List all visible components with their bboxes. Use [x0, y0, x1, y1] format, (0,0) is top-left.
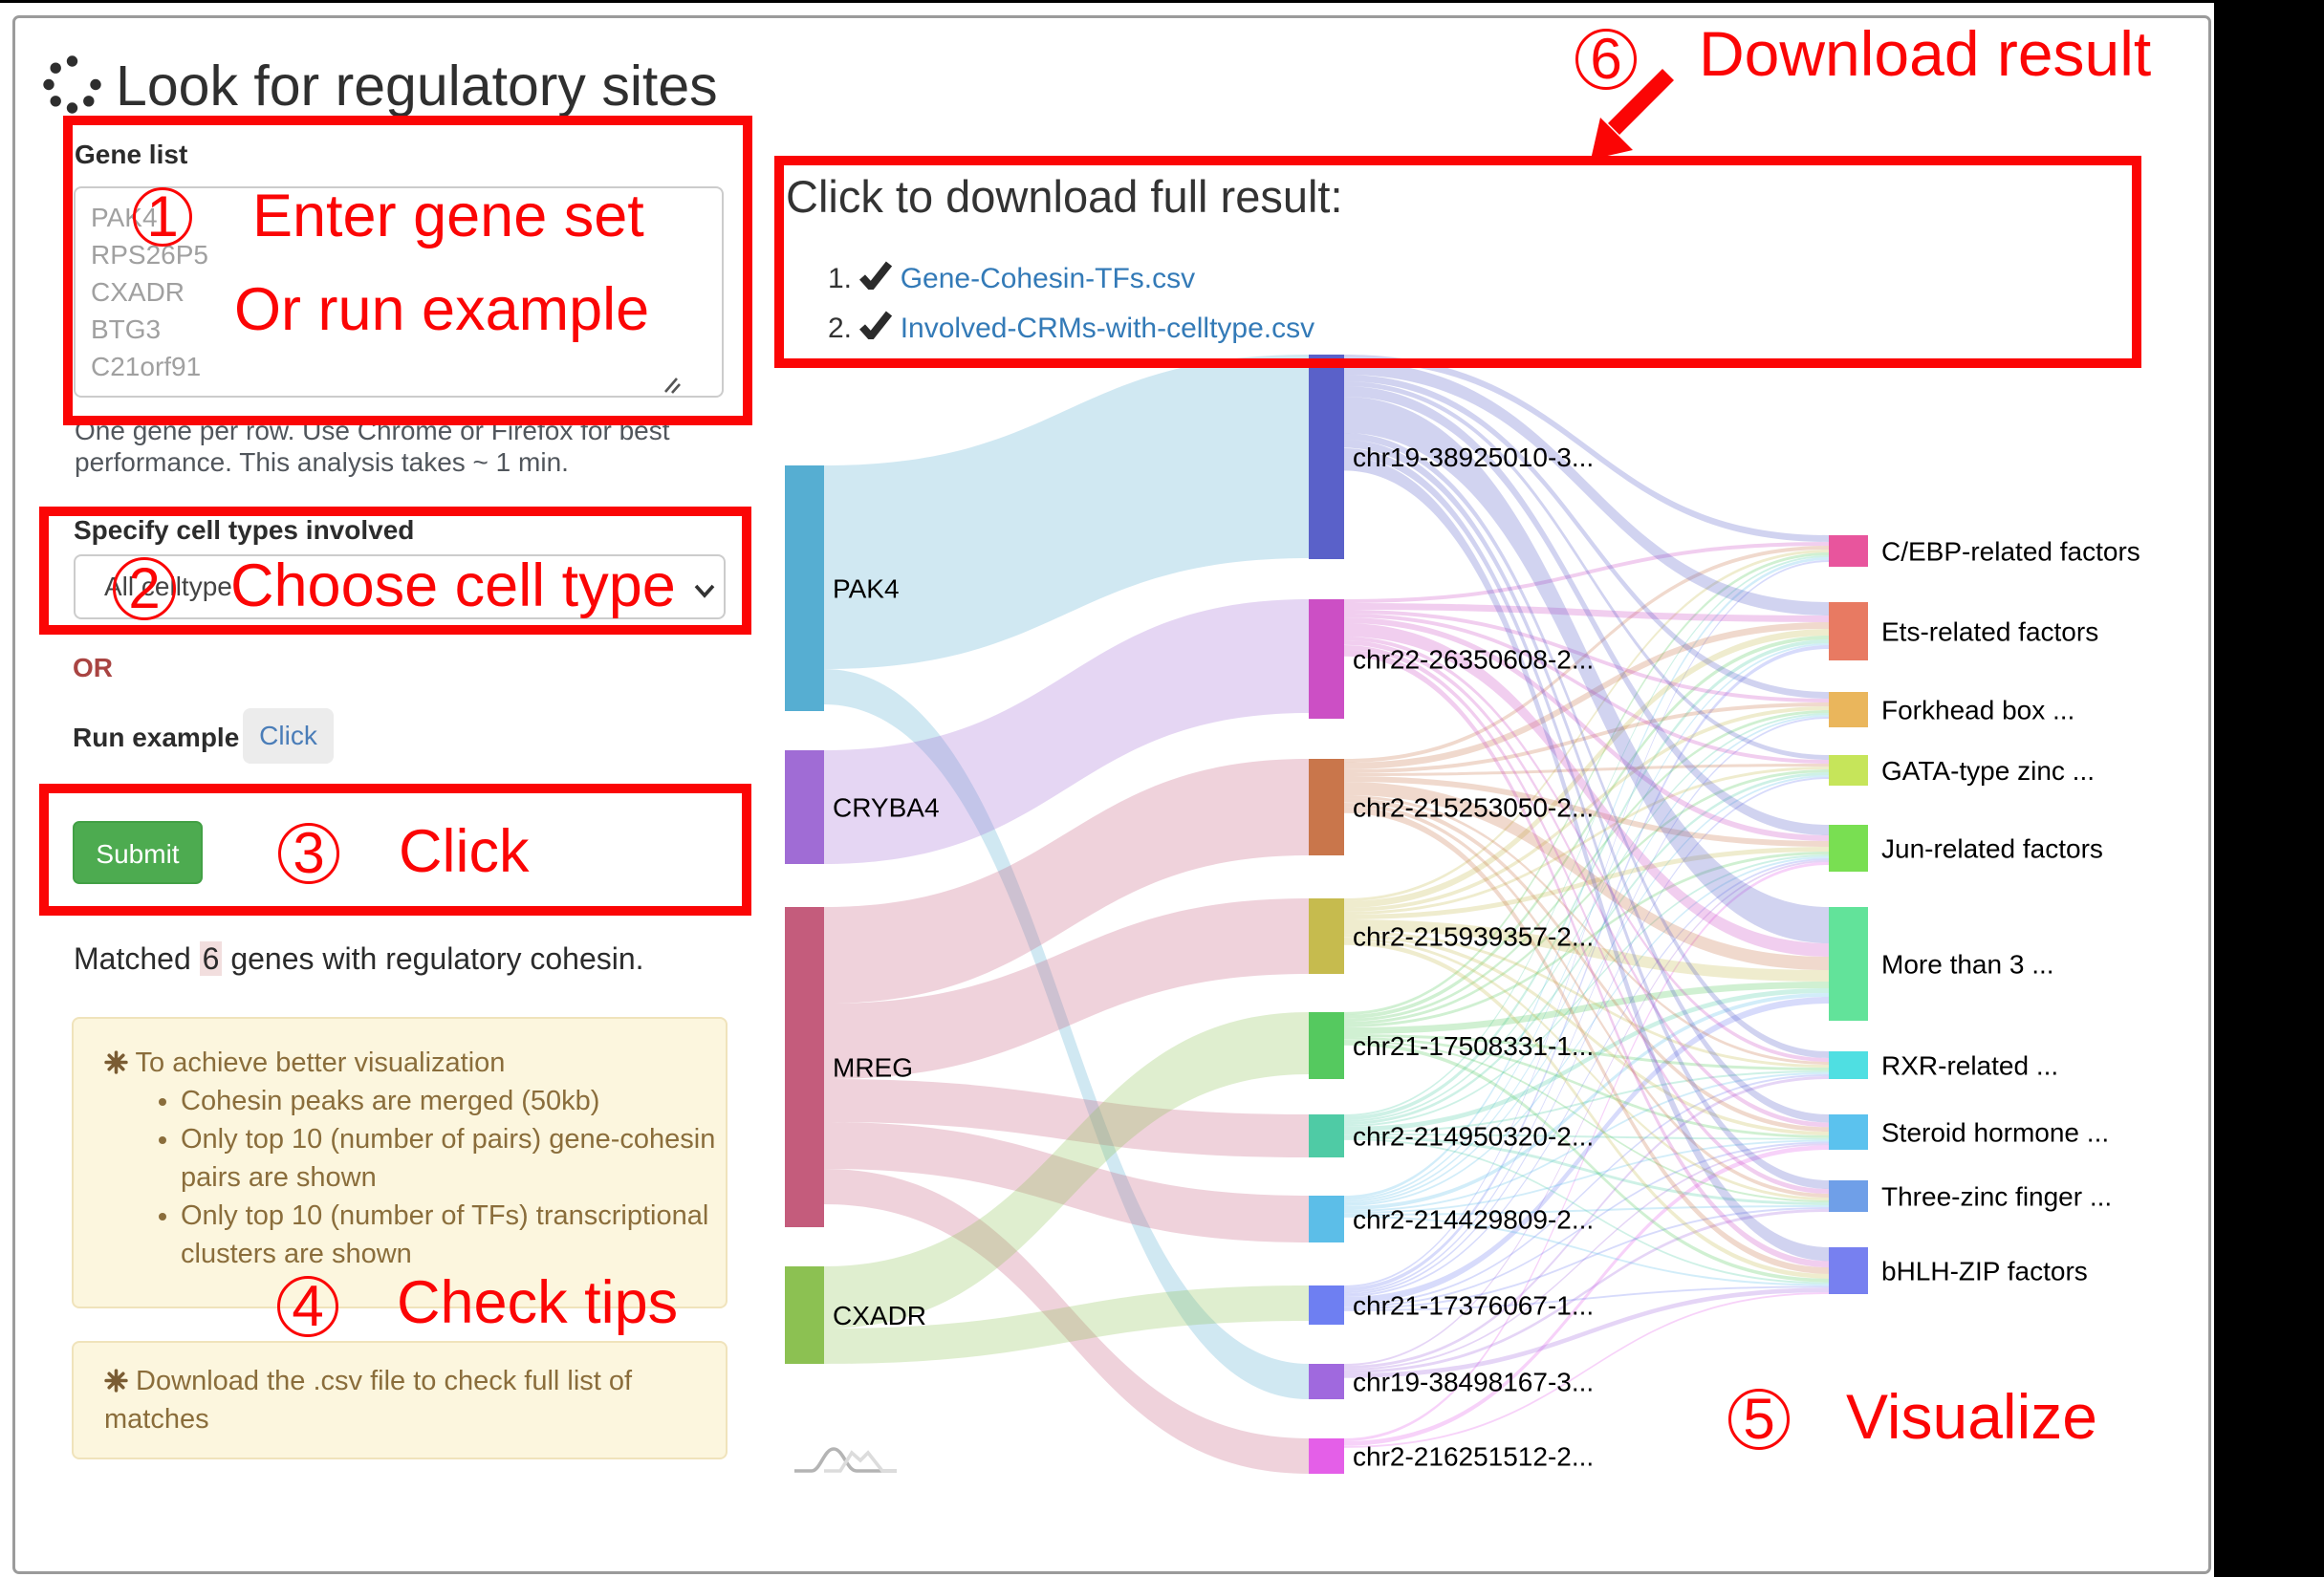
svg-text:C/EBP-related factors: C/EBP-related factors	[1881, 537, 2140, 567]
svg-text:Three-zinc finger ...: Three-zinc finger ...	[1881, 1182, 2112, 1212]
svg-text:PAK4: PAK4	[833, 574, 900, 604]
svg-text:Jun-related factors: Jun-related factors	[1881, 834, 2103, 864]
svg-text:chr2-215939357-2...: chr2-215939357-2...	[1353, 922, 1594, 952]
svg-text:chr19-38498167-3...: chr19-38498167-3...	[1353, 1368, 1594, 1397]
svg-text:chr2-214429809-2...: chr2-214429809-2...	[1353, 1205, 1594, 1235]
svg-text:Ets-related factors: Ets-related factors	[1881, 617, 2098, 647]
svg-text:chr2-215253050-2...: chr2-215253050-2...	[1353, 793, 1594, 823]
svg-text:chr2-216251512-2...: chr2-216251512-2...	[1353, 1442, 1594, 1472]
svg-text:chr22-26350608-2...: chr22-26350608-2...	[1353, 645, 1594, 675]
svg-text:RXR-related ...: RXR-related ...	[1881, 1051, 2058, 1081]
svg-text:More than 3 ...: More than 3 ...	[1881, 950, 2054, 980]
svg-text:chr21-17508331-1...: chr21-17508331-1...	[1353, 1031, 1594, 1061]
svg-text:MREG: MREG	[833, 1053, 913, 1083]
svg-text:GATA-type zinc ...: GATA-type zinc ...	[1881, 756, 2095, 786]
svg-text:Forkhead box ...: Forkhead box ...	[1881, 696, 2074, 725]
svg-text:Steroid hormone ...: Steroid hormone ...	[1881, 1118, 2109, 1148]
svg-text:chr2-214950320-2...: chr2-214950320-2...	[1353, 1122, 1594, 1152]
svg-text:CRYBA4: CRYBA4	[833, 793, 940, 823]
svg-text:bHLH-ZIP factors: bHLH-ZIP factors	[1881, 1257, 2088, 1286]
svg-text:chr19-38925010-3...: chr19-38925010-3...	[1353, 443, 1594, 472]
svg-text:CXADR: CXADR	[833, 1301, 926, 1330]
svg-text:chr21-17376067-1...: chr21-17376067-1...	[1353, 1291, 1594, 1321]
